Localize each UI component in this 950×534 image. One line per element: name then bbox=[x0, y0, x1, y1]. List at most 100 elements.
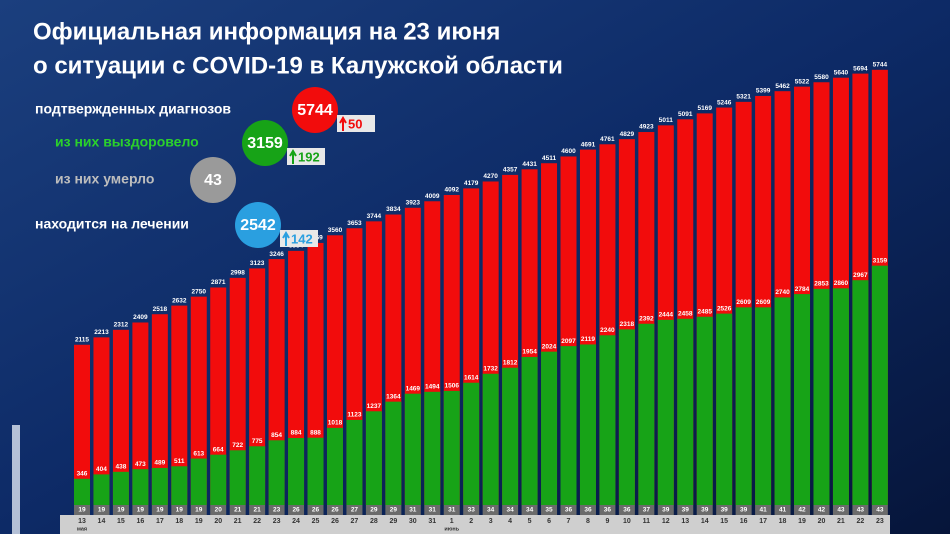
value-label: 5640 bbox=[834, 69, 849, 76]
value-label: 346 bbox=[77, 471, 88, 478]
value-label: 775 bbox=[252, 438, 263, 445]
recovered-bar bbox=[657, 319, 674, 505]
value-label: 1018 bbox=[328, 420, 343, 427]
value-label: 2609 bbox=[756, 299, 771, 306]
value-label: 5321 bbox=[736, 94, 751, 101]
recovered-bar bbox=[696, 316, 713, 505]
recovered-bar bbox=[618, 329, 635, 505]
recovered-bar bbox=[268, 440, 285, 505]
value-label: 2392 bbox=[639, 315, 654, 322]
deaths-label: 19 bbox=[195, 507, 203, 514]
value-label: 2740 bbox=[775, 289, 790, 296]
deaths-cell bbox=[541, 505, 558, 515]
deaths-label: 23 bbox=[273, 507, 281, 514]
deaths-cell bbox=[579, 505, 596, 515]
recovered-bar bbox=[579, 344, 596, 505]
deaths-cell bbox=[210, 505, 227, 515]
summary-value: 3159 bbox=[247, 135, 283, 152]
deaths-cell bbox=[443, 505, 460, 515]
x-tick-label: 5 bbox=[528, 518, 532, 525]
x-tick-label: 30 bbox=[409, 518, 417, 525]
total-bar bbox=[210, 287, 227, 505]
total-bar bbox=[132, 322, 149, 505]
deaths-label: 39 bbox=[701, 507, 709, 514]
value-label: 1123 bbox=[347, 412, 361, 419]
summary-circle bbox=[242, 120, 288, 166]
x-tick-label: 16 bbox=[136, 518, 144, 525]
summary-label: из них выздоровело bbox=[55, 134, 199, 150]
deaths-label: 31 bbox=[409, 507, 417, 514]
recovered-bar bbox=[443, 390, 460, 505]
value-label: 5246 bbox=[717, 99, 732, 106]
deaths-cell bbox=[463, 505, 480, 515]
deaths-label: 19 bbox=[137, 507, 145, 514]
recovered-bar bbox=[190, 458, 207, 505]
x-tick-label: 27 bbox=[351, 518, 359, 525]
recovered-bar bbox=[482, 373, 499, 505]
value-label: 511 bbox=[174, 458, 185, 465]
change-arrow bbox=[282, 231, 290, 246]
value-label: 3923 bbox=[406, 200, 421, 207]
x-tick-label: 15 bbox=[117, 518, 125, 525]
deaths-cell bbox=[696, 505, 713, 515]
deaths-cell bbox=[502, 505, 519, 515]
total-bar bbox=[74, 344, 90, 505]
deaths-cell bbox=[307, 505, 324, 515]
deaths-label: 19 bbox=[156, 507, 164, 514]
value-label: 2632 bbox=[172, 297, 187, 304]
x-tick-label: 21 bbox=[234, 518, 242, 525]
value-label: 2871 bbox=[211, 279, 226, 286]
decor-strip bbox=[12, 425, 20, 534]
recovered-bar bbox=[871, 265, 888, 505]
change-box bbox=[337, 115, 375, 132]
deaths-cell bbox=[404, 505, 421, 515]
x-tick-label: 17 bbox=[156, 518, 164, 525]
recovered-bar bbox=[307, 437, 324, 505]
recovered-bar bbox=[93, 474, 110, 505]
value-label: 888 bbox=[310, 429, 321, 436]
value-label: 3834 bbox=[386, 206, 401, 213]
value-label: 2444 bbox=[659, 312, 674, 319]
change-box bbox=[280, 230, 318, 247]
deaths-cell bbox=[326, 505, 343, 515]
deaths-label: 19 bbox=[98, 507, 106, 514]
recovered-bar bbox=[346, 419, 363, 505]
value-label: 1237 bbox=[367, 403, 382, 410]
deaths-label: 37 bbox=[643, 507, 651, 514]
value-label: 1614 bbox=[464, 374, 479, 381]
value-label: 5169 bbox=[697, 105, 712, 112]
recovered-bar bbox=[210, 454, 227, 505]
value-label: 5580 bbox=[814, 74, 829, 81]
deaths-cell bbox=[599, 505, 616, 515]
summary-circle bbox=[292, 87, 338, 133]
deaths-cell bbox=[190, 505, 207, 515]
x-tick-label: 26 bbox=[331, 518, 339, 525]
deaths-label: 36 bbox=[604, 507, 612, 514]
deaths-cell bbox=[151, 505, 168, 515]
recovered-bar bbox=[599, 335, 616, 505]
summary-value: 5744 bbox=[297, 102, 333, 119]
deaths-label: 33 bbox=[468, 507, 476, 514]
value-label: 2750 bbox=[192, 288, 207, 295]
value-label: 1364 bbox=[386, 393, 401, 400]
value-label: 4431 bbox=[522, 161, 537, 168]
recovered-bar bbox=[852, 280, 869, 505]
value-label: 2609 bbox=[736, 299, 751, 306]
value-label: 2853 bbox=[814, 281, 829, 288]
deaths-label: 19 bbox=[117, 507, 125, 514]
deaths-label: 21 bbox=[234, 507, 242, 514]
x-tick-label: 12 bbox=[662, 518, 670, 525]
summary-change: 50 bbox=[348, 116, 362, 131]
month-label: июнь bbox=[444, 526, 459, 532]
deaths-cell bbox=[521, 505, 538, 515]
value-label: 4600 bbox=[561, 148, 576, 155]
recovered-bar bbox=[171, 466, 188, 505]
value-label: 5744 bbox=[873, 62, 888, 69]
recovered-bar bbox=[404, 393, 421, 505]
recovered-bar bbox=[385, 401, 402, 505]
total-bar bbox=[229, 277, 246, 505]
x-tick-label: 9 bbox=[605, 518, 609, 525]
x-tick-label: 23 bbox=[876, 518, 884, 525]
value-label: 2318 bbox=[620, 321, 635, 328]
deaths-cell bbox=[852, 505, 869, 515]
